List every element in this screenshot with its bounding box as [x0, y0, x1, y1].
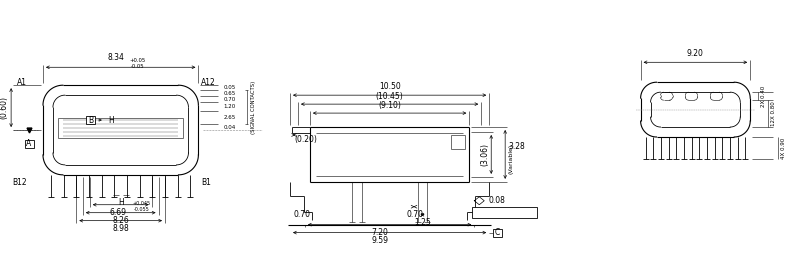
Text: 0.08: 0.08 — [488, 196, 505, 205]
Text: 2X 0.40: 2X 0.40 — [761, 85, 766, 107]
Text: 0.04: 0.04 — [223, 125, 235, 129]
Text: +0.045
-0.055: +0.045 -0.055 — [133, 201, 150, 212]
FancyBboxPatch shape — [493, 229, 502, 237]
Text: 0.70: 0.70 — [406, 210, 423, 219]
Text: 0.70: 0.70 — [293, 210, 310, 219]
Text: 2.65: 2.65 — [223, 115, 235, 120]
Text: A: A — [26, 140, 32, 149]
Text: H: H — [118, 198, 123, 207]
Text: 0.65: 0.65 — [223, 91, 235, 96]
Text: (0.60): (0.60) — [0, 96, 8, 119]
FancyBboxPatch shape — [472, 207, 537, 218]
Text: H: H — [108, 116, 114, 125]
Text: (SIGNAL CONTACTS): (SIGNAL CONTACTS) — [250, 81, 256, 134]
Text: (0.20): (0.20) — [294, 135, 317, 144]
Text: B1: B1 — [202, 178, 211, 187]
Text: B: B — [88, 116, 94, 125]
Text: 6.69: 6.69 — [109, 208, 126, 217]
Text: 1.25: 1.25 — [414, 218, 431, 227]
FancyBboxPatch shape — [25, 140, 34, 148]
Text: +0.05
-0.05: +0.05 -0.05 — [130, 58, 146, 69]
Text: 8.98: 8.98 — [112, 224, 129, 233]
Text: 0.05: 0.05 — [223, 85, 235, 90]
Text: 1.20: 1.20 — [223, 104, 235, 109]
Text: A1: A1 — [17, 78, 27, 87]
Text: 9.20: 9.20 — [687, 49, 704, 58]
Text: (10.45): (10.45) — [376, 92, 403, 101]
Text: (9.10): (9.10) — [378, 101, 401, 110]
FancyBboxPatch shape — [86, 116, 95, 124]
Text: C: C — [494, 228, 500, 237]
Text: 0.70: 0.70 — [223, 97, 235, 102]
Text: 4X 0.90: 4X 0.90 — [781, 137, 786, 159]
Text: 9.59: 9.59 — [371, 236, 388, 245]
Text: 7.20: 7.20 — [371, 228, 388, 237]
Text: 10.50: 10.50 — [378, 82, 401, 91]
Text: 8.26: 8.26 — [112, 216, 129, 225]
Text: A12: A12 — [202, 78, 216, 87]
Text: (3.06): (3.06) — [480, 143, 490, 166]
Text: All Contacts: All Contacts — [482, 208, 528, 217]
Text: 8.34: 8.34 — [107, 53, 124, 62]
Text: 12X 0.80: 12X 0.80 — [771, 101, 776, 126]
Text: B12: B12 — [13, 178, 27, 187]
Text: 3.28: 3.28 — [508, 142, 525, 151]
Text: (Variable): (Variable) — [508, 143, 513, 174]
